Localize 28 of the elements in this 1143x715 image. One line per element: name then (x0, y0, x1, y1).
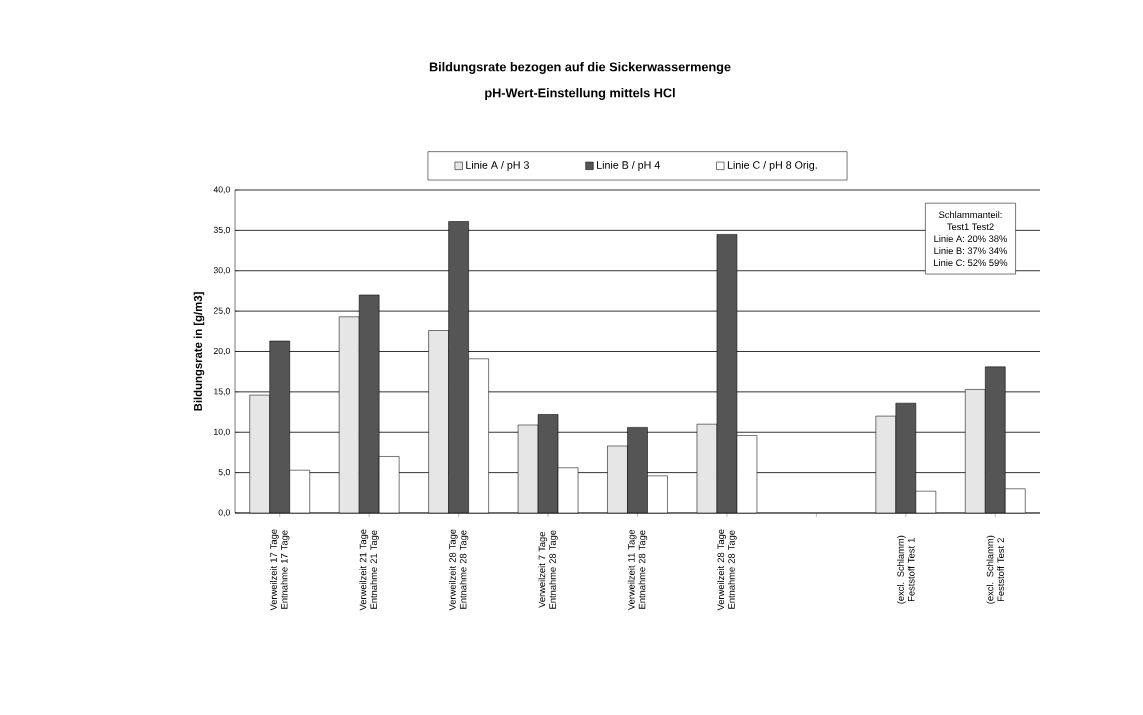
y-tick-label: 35,0 (213, 226, 230, 234)
x-tick-label: Verweilzeit 28 Tage Entnahme 28 Tage (448, 529, 469, 611)
y-tick-label: 30,0 (213, 267, 230, 275)
x-tick-label: Verweilzeit 28 Tage Entnahme 28 Tage (717, 529, 737, 611)
x-tick-label: (excl. Schlamm) Feststoff Test 1 (897, 535, 915, 604)
y-tick-label: 20,0 (213, 347, 230, 356)
y-tick-label: 0,0 (218, 509, 230, 517)
x-tick-label: Verweilzeit 17 Tage Entnahme 17 Tage (270, 529, 290, 611)
y-tick-label: 25,0 (213, 307, 230, 315)
x-tick-label: Verweilzeit 21 Tage Entnahme 21 Tage (359, 529, 379, 611)
x-tick-label: Verweilzeit 11 Tage Entnahme 28 Tage (627, 529, 648, 611)
annotation: Linie A: 20% 38% (934, 235, 1007, 243)
chart-title: Bildungsrate bezogen auf die Sickerwassermenge (429, 62, 731, 74)
annotation: Test1 Test2 (947, 223, 994, 231)
legend-label: Linie A / pH 3 (466, 160, 529, 171)
x-tick-label: Verweilzeit 7 Tage Entnahme 28 Tage (538, 530, 558, 609)
y-tick-label: 40,0 (213, 186, 230, 194)
legend-label: Linie B / pH 4 (597, 160, 660, 171)
x-tick-label: (excl. Schlamm) Feststoff Test 2 (986, 535, 1005, 604)
annotation: Linie B: 37% 34% (934, 247, 1007, 255)
chart-subtitle: pH-Wert-Einstellung mittels HCl (485, 88, 675, 100)
y-axis-title: Bildungsrate in [g/m3] (193, 292, 205, 411)
legend-label: Linie C / pH 8 Orig. (727, 160, 817, 171)
annotation: Linie C: 52% 59% (934, 259, 1008, 267)
y-tick-label: 15,0 (214, 388, 230, 396)
y-tick-label: 5,0 (218, 469, 230, 477)
annotation: Schlammanteil: (939, 211, 1002, 219)
y-tick-label: 10,0 (214, 428, 230, 436)
